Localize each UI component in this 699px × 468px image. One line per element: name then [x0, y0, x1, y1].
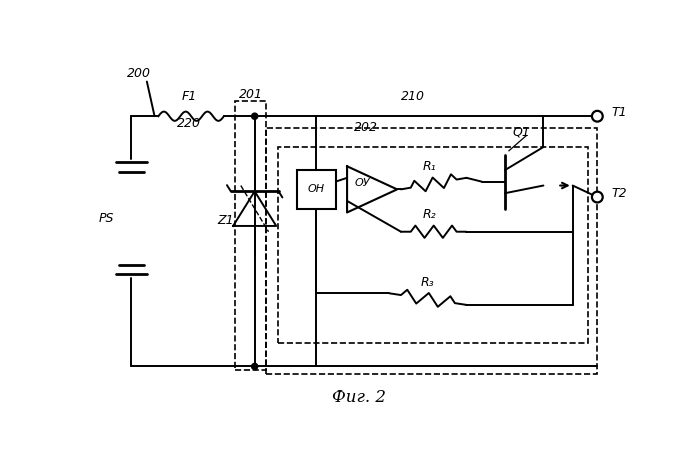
- Text: T2: T2: [611, 187, 627, 200]
- Text: R₁: R₁: [423, 160, 437, 173]
- Text: ОУ: ОУ: [354, 178, 370, 188]
- Circle shape: [592, 192, 603, 203]
- Text: 202: 202: [354, 121, 378, 134]
- Polygon shape: [347, 166, 397, 212]
- Bar: [278, 147, 588, 344]
- Text: Фиг. 2: Фиг. 2: [331, 389, 386, 406]
- Circle shape: [592, 111, 603, 122]
- Text: T1: T1: [611, 106, 627, 119]
- Circle shape: [252, 113, 258, 119]
- Circle shape: [252, 363, 258, 370]
- Bar: [297, 170, 336, 209]
- Text: Z1: Z1: [217, 214, 233, 227]
- Text: Q1: Q1: [512, 125, 531, 138]
- Text: 220: 220: [178, 117, 201, 131]
- Text: R₂: R₂: [423, 208, 437, 221]
- Bar: [266, 128, 598, 374]
- Text: R₃: R₃: [421, 276, 435, 289]
- Text: F1: F1: [182, 90, 197, 103]
- Text: 200: 200: [127, 67, 151, 80]
- Text: 210: 210: [401, 90, 424, 103]
- Bar: [236, 101, 266, 370]
- Text: PS: PS: [99, 212, 115, 225]
- Text: ОН: ОН: [308, 184, 325, 194]
- Text: 201: 201: [239, 88, 263, 101]
